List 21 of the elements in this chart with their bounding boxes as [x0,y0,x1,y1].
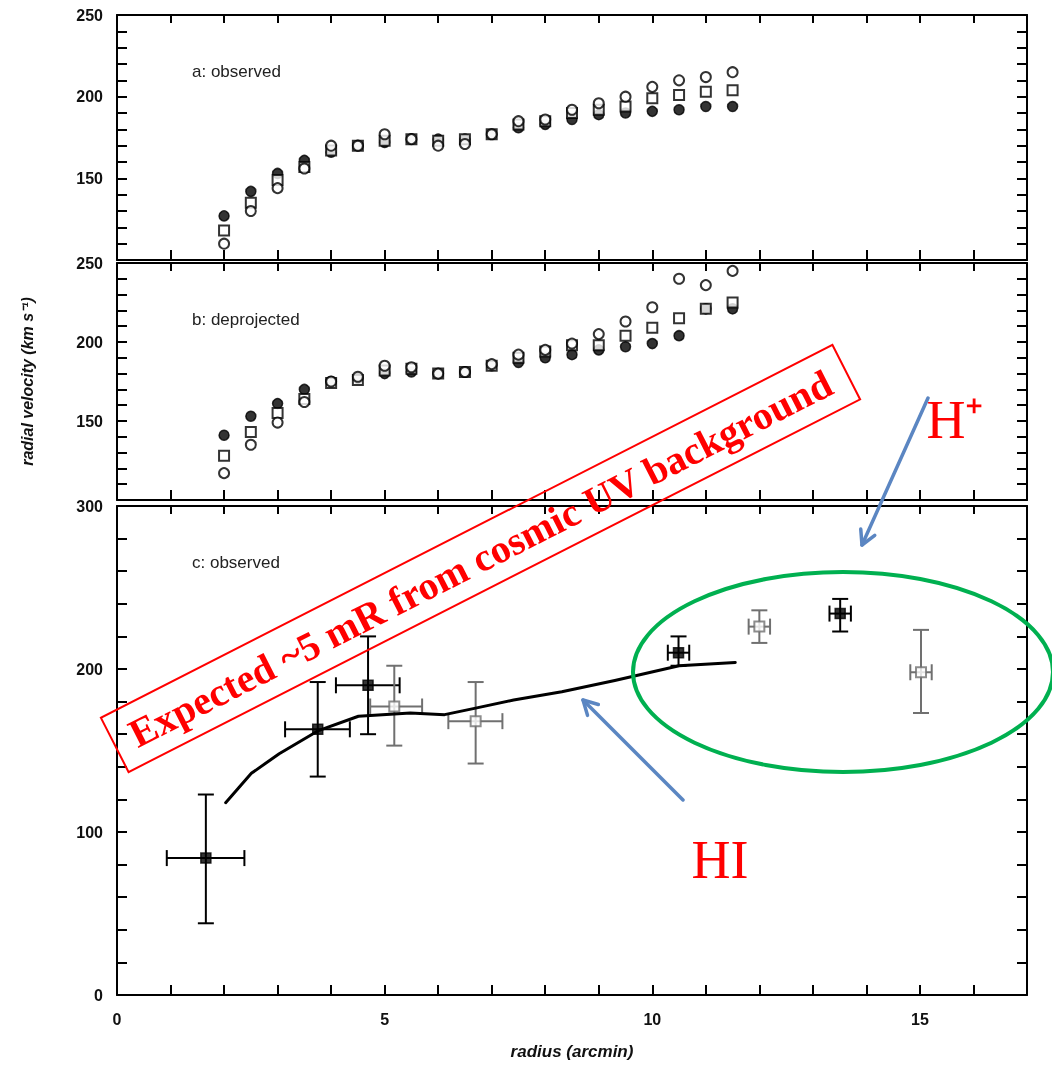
x-tick-label: 15 [911,1010,929,1028]
y-tick-label: 100 [76,823,104,841]
annotation: H⁺ [926,390,984,450]
x-tick-label: 10 [643,1010,662,1028]
x-axis-title: radius (arcmin) [510,1042,634,1061]
annotation: c: observed [192,553,280,572]
y-tick-label: 200 [76,333,104,351]
annotation: a: observed [192,62,281,81]
y-tick-label: 300 [76,497,104,515]
x-tick-label: 5 [380,1010,390,1028]
y-tick-label: 200 [76,660,104,678]
annotation: HI [691,830,749,890]
y-axis-title: radial velocity (km s⁻¹) [18,297,36,466]
y-tick-label: 200 [76,88,104,106]
x-tick-label: 0 [112,1010,122,1028]
annotation: b: deprojected [192,310,300,329]
y-tick-label: 250 [76,6,104,24]
y-tick-label: 150 [76,169,104,187]
y-tick-label: 250 [76,254,104,272]
y-tick-label: 150 [76,412,104,430]
y-tick-label: 0 [94,986,104,1004]
